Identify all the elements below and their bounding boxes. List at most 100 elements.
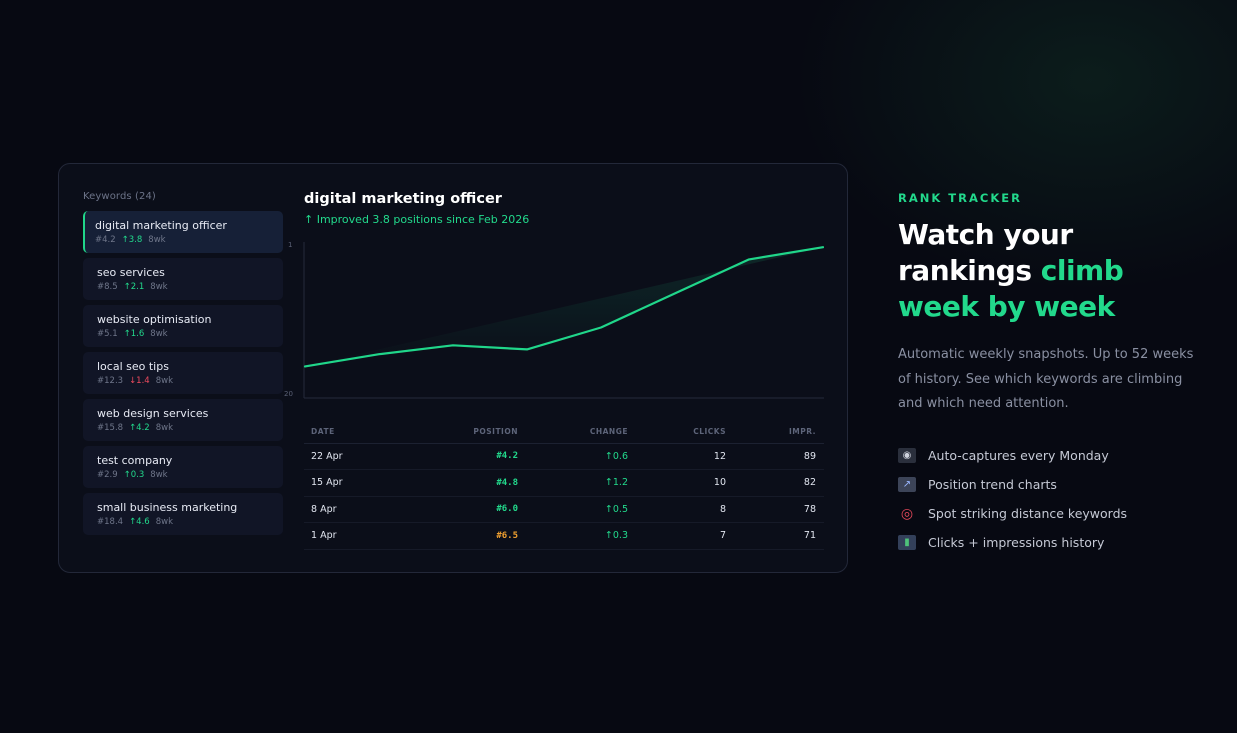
keyword-item[interactable]: small business marketing #18.4 ↑4.6 8wk: [83, 493, 283, 535]
keyword-name: local seo tips: [97, 360, 169, 373]
cell-date: 15 Apr: [304, 469, 401, 497]
rank-tracker-preview-card: Keywords (24) digital marketing officer …: [58, 163, 848, 573]
trend-area: [305, 247, 823, 367]
feature-item: ◉ Auto-captures every Monday: [898, 441, 1127, 470]
keyword-meta: #15.8 ↑4.2 8wk: [97, 423, 283, 434]
trend-line: [303, 246, 824, 368]
feature-item: ▮ Clicks + impressions history: [898, 528, 1127, 557]
keyword-meta: #4.2 ↑3.8 8wk: [95, 235, 283, 246]
keyword-meta: #18.4 ↑4.6 8wk: [97, 517, 283, 528]
keyword-change: ↑4.6: [129, 517, 150, 527]
keyword-change: ↑0.3: [123, 470, 145, 480]
headline: Watch your rankings climb week by week: [898, 217, 1198, 325]
keyword-item[interactable]: test company #2.9 ↑0.3 8wk: [83, 446, 283, 488]
trend-chart-icon: ↗: [898, 477, 916, 492]
cell-position: #4.2: [401, 443, 526, 470]
column-header-date[interactable]: DATE: [304, 421, 401, 444]
keyword-item[interactable]: web design services #15.8 ↑4.2 8wk: [83, 399, 283, 441]
cell-clicks: 7: [636, 522, 734, 550]
keyword-weeks: 8wk: [150, 329, 168, 339]
keyword-change: ↑3.8: [121, 235, 143, 245]
keyword-position: #5.1: [97, 329, 118, 339]
cell-position: #6.5: [401, 522, 526, 550]
keyword-position: #8.5: [97, 282, 118, 292]
feature-item: ◎ Spot striking distance keywords: [898, 499, 1127, 528]
keyword-item[interactable]: website optimisation #5.1 ↑1.6 8wk: [83, 305, 283, 347]
cell-change: ↑0.6: [526, 443, 636, 470]
headline-line-1: Watch your: [898, 218, 1073, 251]
keyword-change: ↑1.6: [123, 329, 145, 339]
cell-position: #6.0: [401, 496, 526, 523]
cell-clicks: 8: [636, 496, 734, 523]
table-row: 8 Apr #6.0 ↑0.5 8 78: [304, 496, 824, 523]
feature-label: Position trend charts: [928, 477, 1057, 492]
keyword-name: test company: [97, 454, 173, 467]
position-trend-chart: 1 20: [284, 241, 824, 399]
feature-label: Spot striking distance keywords: [928, 506, 1128, 521]
cell-clicks: 10: [636, 469, 734, 497]
keyword-item[interactable]: digital marketing officer #4.2 ↑3.8 8wk: [83, 211, 283, 253]
cell-impressions: 82: [734, 469, 824, 497]
keyword-position: #4.2: [95, 235, 116, 245]
table-row: 15 Apr #4.8 ↑1.2 10 82: [304, 469, 824, 497]
keyword-weeks: 8wk: [148, 235, 166, 245]
keyword-position: #2.9: [97, 470, 118, 480]
keyword-meta: #12.3 ↓1.4 8wk: [97, 376, 283, 387]
keyword-position: #15.8: [97, 423, 124, 433]
keyword-item[interactable]: local seo tips #12.3 ↓1.4 8wk: [83, 352, 283, 394]
cell-impressions: 71: [734, 522, 824, 550]
cell-date: 8 Apr: [304, 496, 401, 523]
camera-icon: ◉: [898, 448, 916, 463]
detail-title: digital marketing officer: [304, 191, 502, 207]
cell-position: #4.8: [401, 469, 526, 497]
keyword-name: seo services: [97, 266, 165, 279]
table-header-row: DATE POSITION CHANGE CLICKS IMPR.: [304, 421, 824, 444]
keyword-weeks: 8wk: [155, 423, 173, 433]
history-table: DATE POSITION CHANGE CLICKS IMPR. 22 Apr…: [304, 421, 824, 550]
cell-date: 22 Apr: [304, 443, 401, 470]
keyword-name: web design services: [97, 407, 209, 420]
feature-item: ↗ Position trend charts: [898, 470, 1127, 499]
keyword-weeks: 8wk: [150, 282, 168, 292]
keyword-name: website optimisation: [97, 313, 212, 326]
column-header-change[interactable]: CHANGE: [526, 421, 636, 444]
lede-paragraph: Automatic weekly snapshots. Up to 52 wee…: [898, 347, 1194, 411]
keyword-change: ↑4.2: [129, 423, 150, 433]
y-tick-label: 20: [284, 390, 293, 398]
table-row: 22 Apr #4.2 ↑0.6 12 89: [304, 443, 824, 470]
feature-label: Clicks + impressions history: [928, 535, 1105, 550]
feature-list: ◉ Auto-captures every Monday ↗ Position …: [898, 441, 1127, 557]
headline-line-3: week by week: [898, 290, 1115, 323]
keyword-change: ↓1.4: [129, 376, 150, 386]
bar-chart-icon: ▮: [898, 535, 916, 550]
table-row: 1 Apr #6.5 ↑0.3 7 71: [304, 522, 824, 550]
keywords-heading: Keywords (24): [83, 191, 156, 202]
keyword-position: #12.3: [97, 376, 124, 386]
feature-label: Auto-captures every Monday: [928, 448, 1109, 463]
keyword-position: #18.4: [97, 517, 124, 527]
column-header-position[interactable]: POSITION: [401, 421, 526, 444]
keyword-item[interactable]: seo services #8.5 ↑2.1 8wk: [83, 258, 283, 300]
cell-change: ↑0.3: [526, 522, 636, 550]
target-icon: ◎: [900, 505, 914, 522]
column-header-impressions[interactable]: IMPR.: [734, 421, 824, 444]
keyword-meta: #5.1 ↑1.6 8wk: [97, 329, 283, 340]
keyword-meta: #2.9 ↑0.3 8wk: [97, 470, 283, 481]
y-tick-label: 1: [288, 241, 292, 249]
headline-line-2: rankings: [898, 254, 1041, 287]
cell-clicks: 12: [636, 443, 734, 470]
detail-improvement: ↑ Improved 3.8 positions since Feb 2026: [304, 213, 530, 226]
section-eyebrow: RANK TRACKER: [898, 191, 1022, 205]
cell-change: ↑1.2: [526, 469, 636, 497]
keyword-meta: #8.5 ↑2.1 8wk: [97, 282, 283, 293]
cell-date: 1 Apr: [304, 522, 401, 550]
column-header-clicks[interactable]: CLICKS: [636, 421, 734, 444]
cell-impressions: 89: [734, 443, 824, 470]
keyword-name: small business marketing: [97, 501, 238, 514]
keyword-weeks: 8wk: [155, 517, 173, 527]
keyword-change: ↑2.1: [123, 282, 145, 292]
keyword-weeks: 8wk: [155, 376, 173, 386]
headline-accent: climb: [1040, 254, 1124, 287]
keyword-name: digital marketing officer: [95, 219, 227, 232]
cell-impressions: 78: [734, 496, 824, 523]
